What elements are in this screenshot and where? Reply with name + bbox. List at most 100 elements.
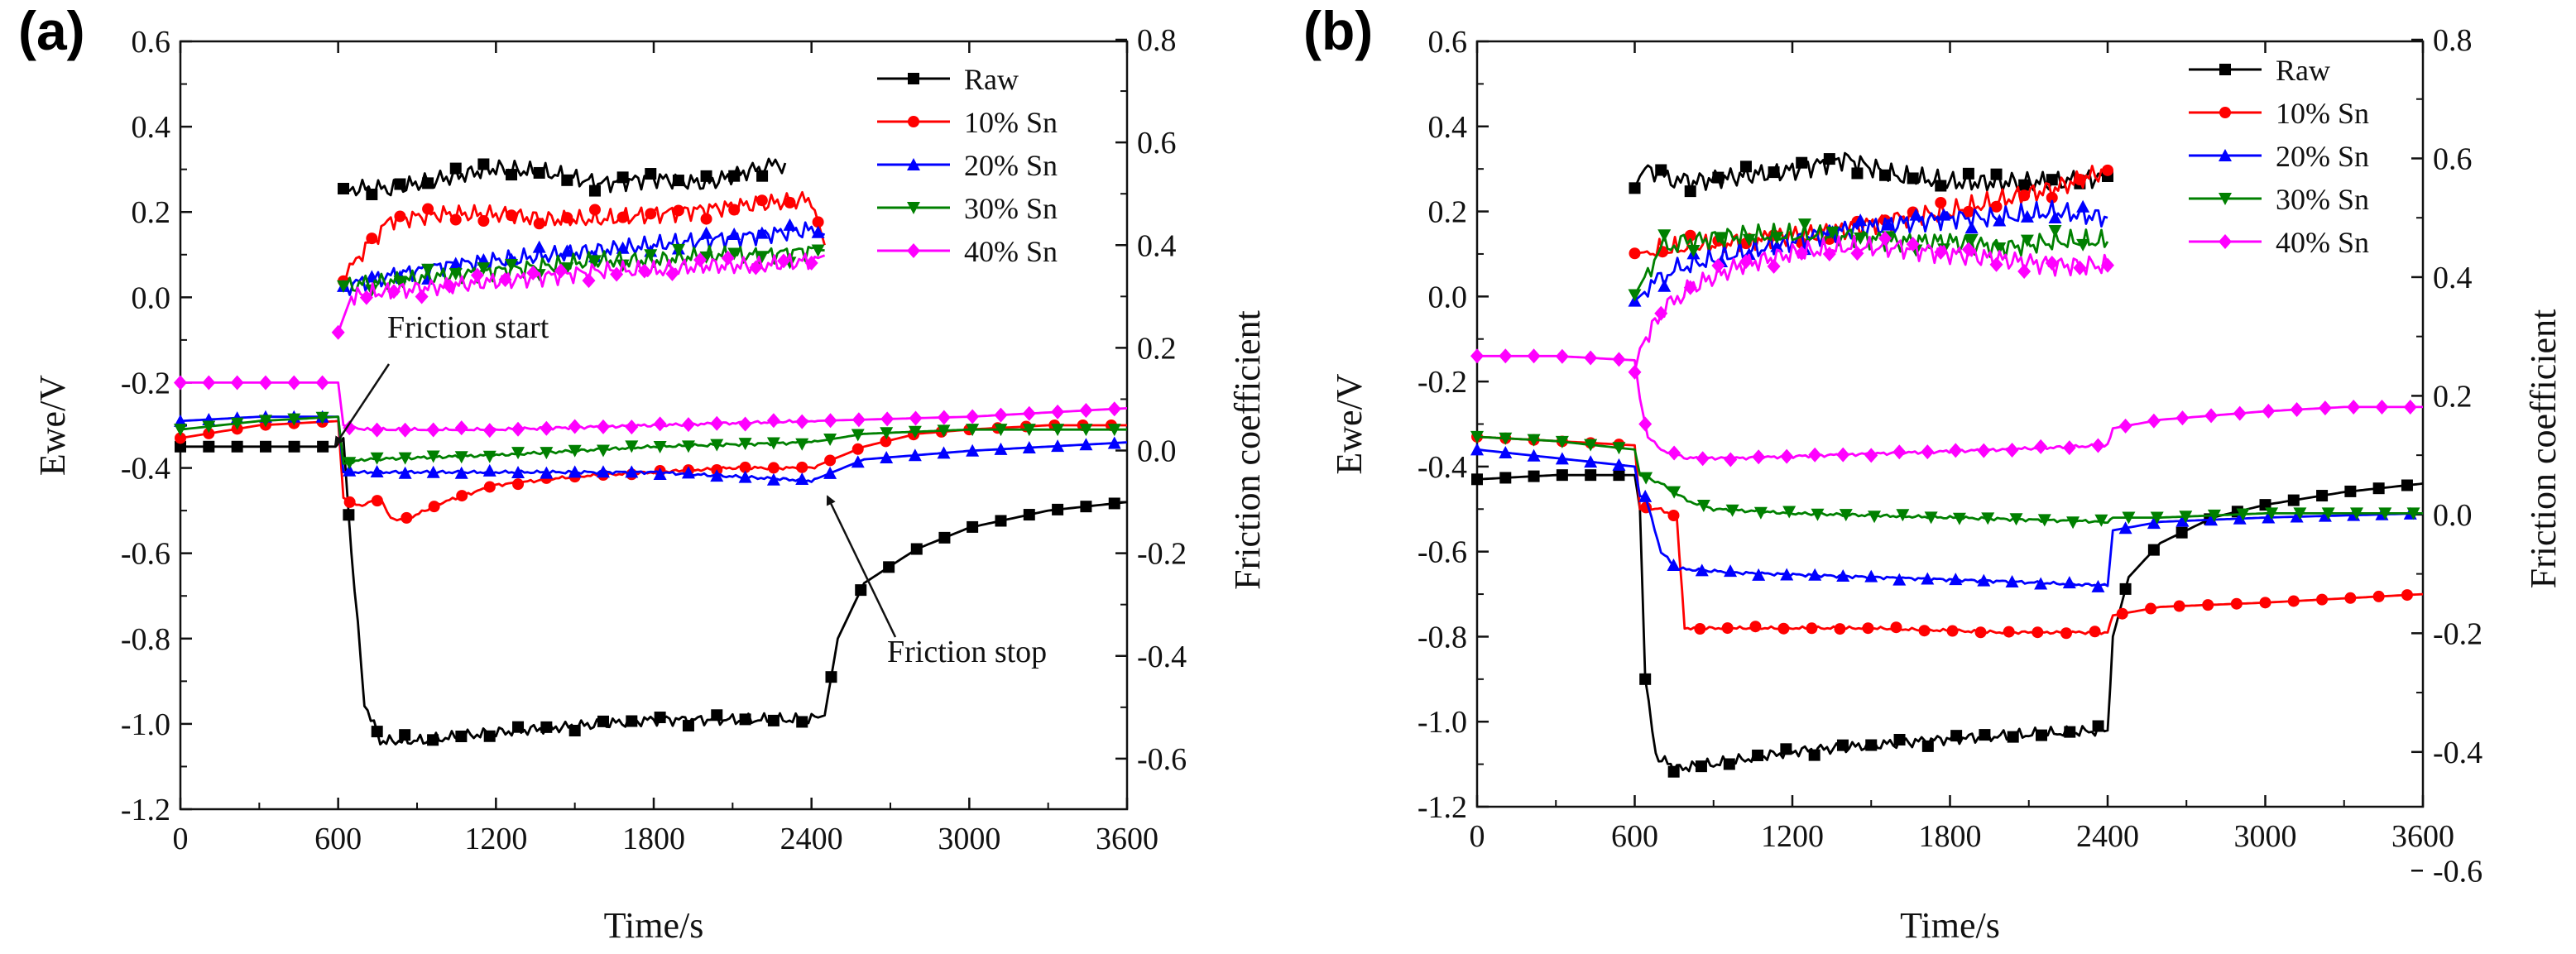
y2-tick-label: -0.6 [2433, 854, 2482, 889]
data-point [1893, 733, 1906, 745]
data-point [2344, 592, 2357, 604]
data-point [174, 424, 187, 437]
y-tick-label: -0.8 [121, 622, 170, 657]
data-point [426, 465, 440, 478]
data-point [533, 218, 545, 230]
data-point [796, 716, 808, 728]
data-point [1724, 452, 1738, 467]
arrow-friction-stop [826, 495, 897, 638]
data-point [428, 501, 440, 513]
y-tick-label: -0.4 [121, 452, 170, 487]
data-point [610, 266, 624, 282]
data-point [966, 443, 980, 457]
data-point [755, 226, 769, 239]
y2-tick-label: 0.8 [1137, 23, 1177, 58]
data-point [1555, 435, 1569, 448]
legend-item: 10% Sn [2189, 97, 2369, 130]
data-point [560, 244, 574, 257]
data-point [1952, 512, 1966, 525]
y-tick-label: 0.2 [1428, 195, 1468, 230]
data-point [1628, 364, 1642, 380]
data-point [1825, 226, 1840, 239]
y-axis-left: -1.2 -1.0 -0.8 -0.6 -0.4 -0.2 0.0 0.2 0.4 0.6 [121, 25, 192, 827]
data-point [1935, 180, 1947, 192]
data-point [2265, 507, 2279, 520]
data-point [532, 240, 546, 253]
data-point [258, 375, 272, 391]
data-point [749, 260, 763, 276]
data-point [1612, 442, 1626, 455]
data-point [1711, 258, 1725, 274]
data-point [966, 409, 980, 424]
data-point [2119, 582, 2132, 595]
data-point [370, 422, 384, 438]
data-point [2347, 399, 2361, 415]
data-point [825, 671, 837, 683]
data-point [967, 520, 979, 533]
data-point [1961, 242, 1975, 257]
data-point [2045, 256, 2059, 271]
data-point [937, 424, 951, 438]
data-point [2073, 260, 2087, 276]
data-point [1712, 171, 1725, 184]
data-point [1780, 448, 1794, 464]
data-point [2321, 507, 2335, 520]
data-point [1696, 451, 1710, 467]
series-potential-10sn [1471, 430, 2424, 640]
data-point [994, 407, 1008, 423]
legend-item: Raw [2189, 54, 2330, 87]
data-point [596, 419, 610, 434]
data-point [1471, 473, 1483, 486]
data-point [1667, 765, 1680, 778]
data-point [1667, 558, 1681, 571]
data-point [561, 212, 573, 224]
data-point [2233, 511, 2247, 525]
y2-axis-title: Friction coefficient [1227, 310, 1268, 590]
data-point [811, 225, 825, 238]
data-point [560, 262, 574, 276]
data-point [645, 168, 657, 180]
data-point [260, 440, 272, 453]
data-point [1808, 568, 1822, 581]
y-tick-label: 0.0 [132, 280, 171, 315]
legend-label: 40% Sn [964, 235, 1058, 268]
legend-marker [908, 73, 919, 84]
data-point [371, 495, 383, 507]
y2-axis-title: Friction coefficient [2523, 309, 2564, 589]
data-point [823, 433, 837, 446]
data-point [370, 452, 384, 465]
x-tick-label: 3000 [938, 822, 1000, 856]
data-point [672, 204, 684, 217]
data-point [1864, 569, 1878, 582]
data-point [540, 721, 553, 733]
data-point [880, 427, 894, 440]
data-point [2349, 507, 2363, 520]
x-tick-label: 600 [1611, 819, 1658, 854]
data-point [1657, 279, 1672, 292]
data-point [2375, 399, 2389, 415]
data-point [366, 233, 378, 245]
y-tick-label: -0.2 [1418, 365, 1467, 400]
data-point [2060, 627, 2072, 640]
data-point [470, 267, 484, 283]
data-point [1921, 572, 1935, 585]
legend-label: 10% Sn [2276, 97, 2369, 130]
legend-marker [907, 158, 920, 170]
data-point [699, 226, 713, 239]
legend-item: 10% Sn [877, 106, 1058, 139]
data-point [710, 469, 724, 482]
data-point [1890, 621, 1902, 634]
legend: Raw 10% Sn 20% Sn 30% Sn 40% Sn [2189, 54, 2369, 259]
data-point [588, 255, 602, 268]
data-point [671, 243, 685, 256]
data-point [738, 416, 752, 432]
data-point [477, 215, 490, 228]
data-point [1022, 441, 1036, 454]
data-point [2091, 579, 2105, 592]
data-point [1470, 348, 1484, 364]
data-point [230, 375, 244, 391]
data-point [483, 481, 496, 493]
data-point [415, 289, 429, 304]
legend-marker [2219, 234, 2232, 249]
series-line [1633, 151, 2109, 193]
